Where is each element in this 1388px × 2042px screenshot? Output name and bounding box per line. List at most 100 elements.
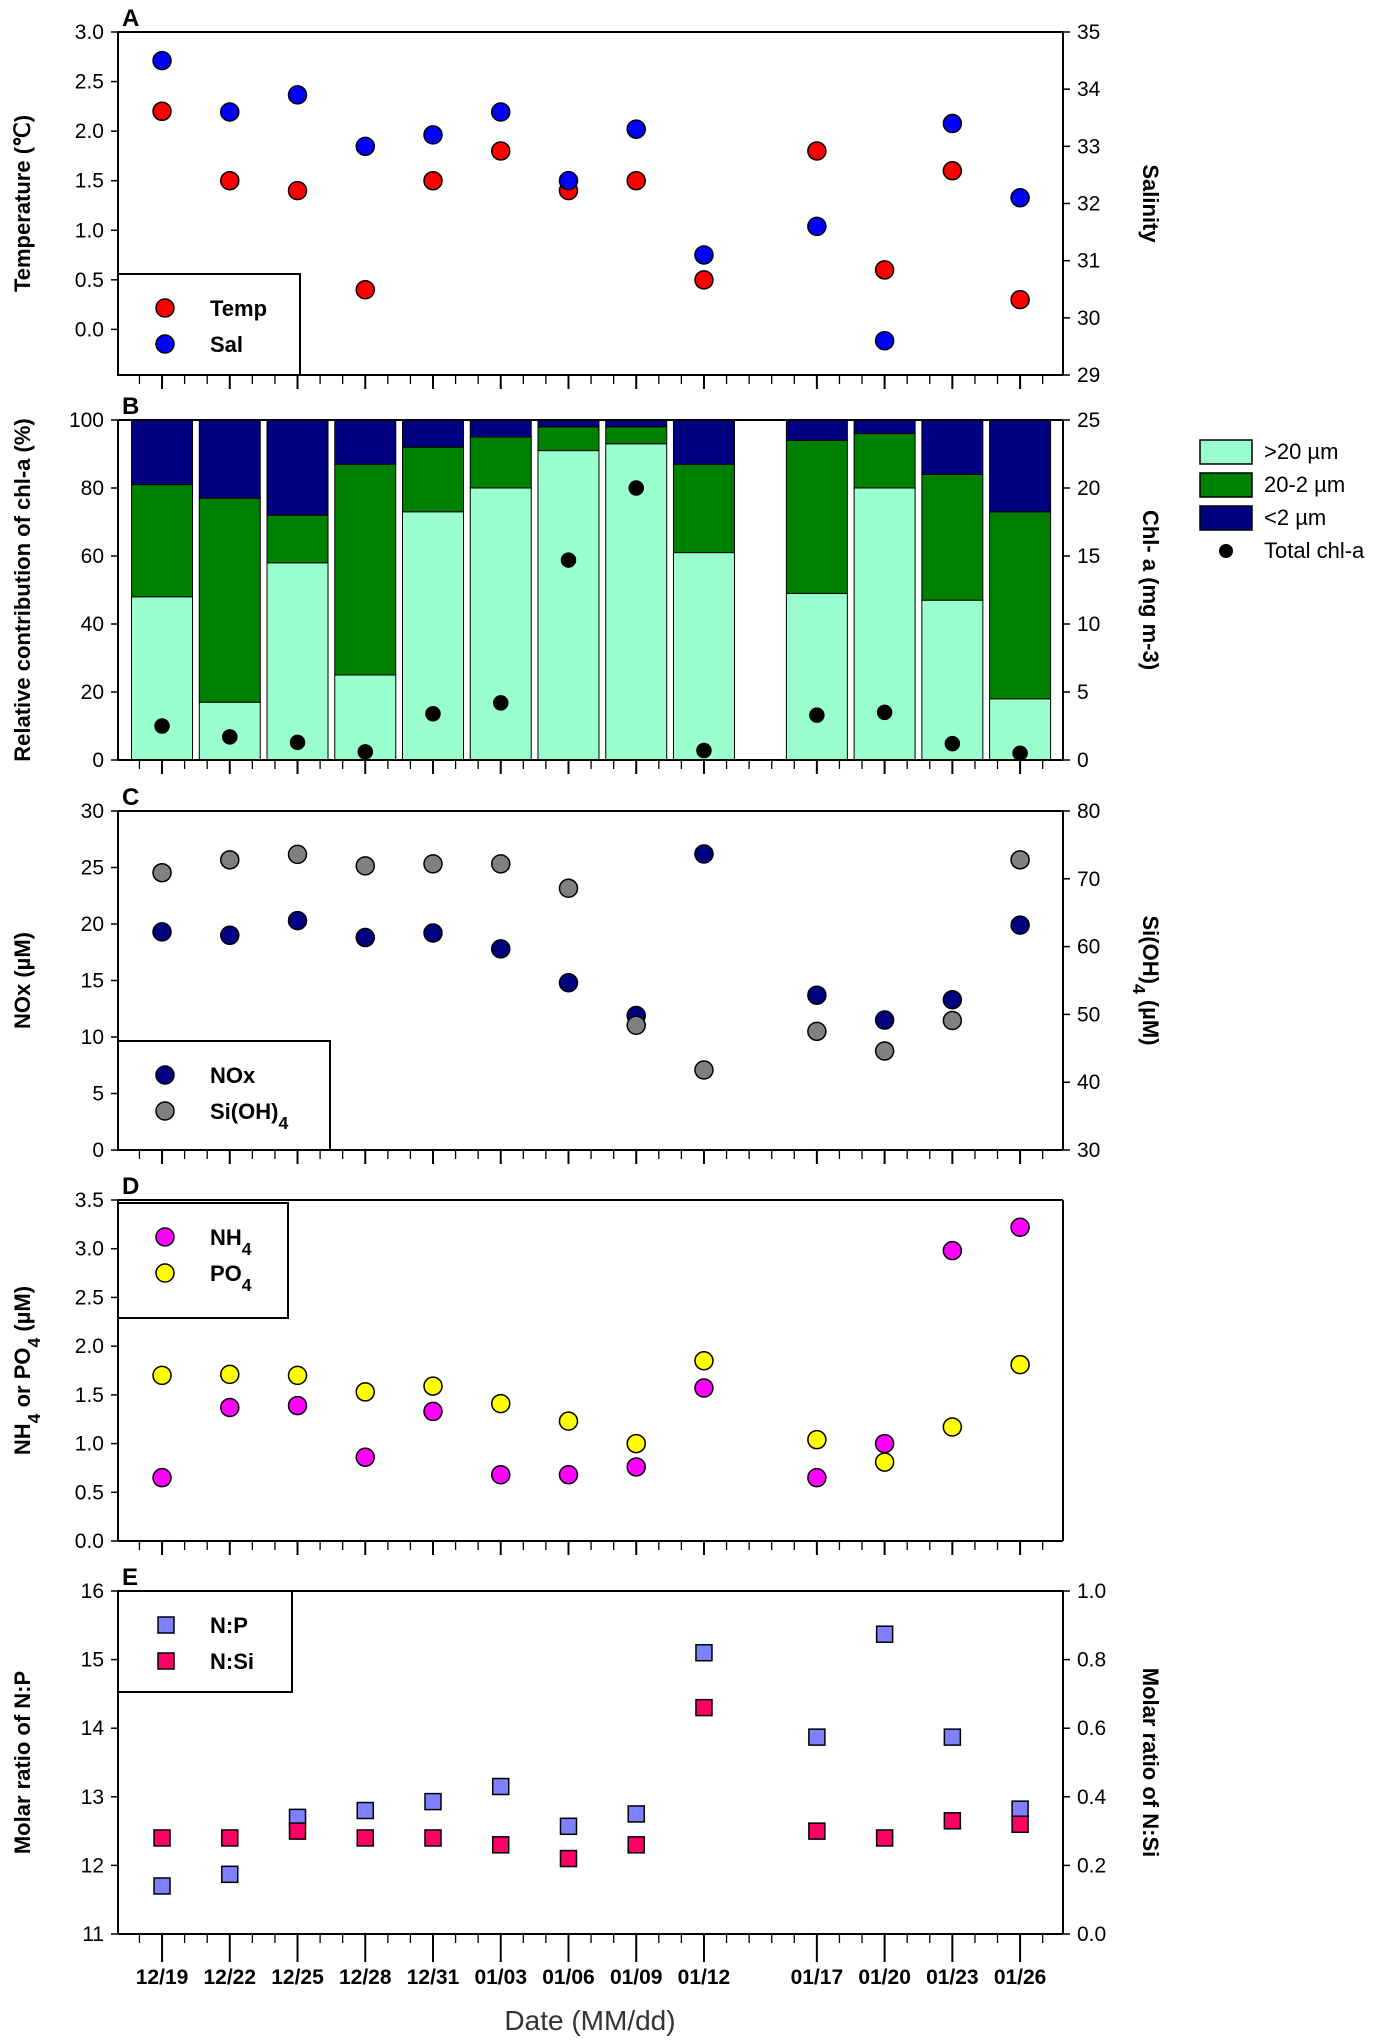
data-point-totalchla xyxy=(809,707,825,723)
y2-axis-title: Chl- a (mg m-3) xyxy=(1138,510,1163,670)
data-point-totalchla xyxy=(696,742,712,759)
bar-segment-20-2 xyxy=(334,463,397,676)
data-point-np xyxy=(875,1625,894,1643)
data-point-totalchla xyxy=(154,718,170,734)
data-point-nh4 xyxy=(152,1467,172,1488)
legend-label: Temp xyxy=(210,296,267,321)
panel-E: E 16 15 14 13 12 11 1.0 0.8 0.6 0.4 0.2 0.0 Molar rat… xyxy=(10,1564,1163,2036)
data-point-totalchla xyxy=(944,735,961,752)
data-point-temp xyxy=(874,260,895,280)
y2-tick-label: 0.6 xyxy=(1077,1717,1106,1740)
data-point-temp xyxy=(807,141,827,161)
y-tick-label: 3.0 xyxy=(75,1238,104,1261)
data-point-po4 xyxy=(694,1351,714,1371)
y-tick-label: 1.0 xyxy=(75,1433,104,1456)
y2-tick-label: 25 xyxy=(1077,409,1100,432)
data-point-temp xyxy=(626,170,646,191)
y-tick-label: 0.5 xyxy=(75,269,104,292)
data-point-nsi xyxy=(491,1836,510,1854)
y2-tick-label: 10 xyxy=(1077,613,1100,636)
data-point-po4 xyxy=(807,1429,827,1450)
y2-tick-label: 50 xyxy=(1077,1003,1100,1026)
legend: NOx Si(OH)4 xyxy=(117,1040,331,1151)
data-point-sal xyxy=(694,245,714,265)
y-tick-label: 100 xyxy=(69,409,104,432)
data-point-po4 xyxy=(1010,1354,1030,1375)
data-point-sioh4 xyxy=(694,1060,714,1080)
data-point-po4 xyxy=(490,1393,511,1414)
data-point-nh4 xyxy=(874,1433,895,1454)
x-tick-label: 12/19 xyxy=(136,1966,189,1989)
bar-segment-20-2 xyxy=(989,511,1052,700)
bar-segment-lt2 xyxy=(537,419,600,428)
y-tick-label: 20 xyxy=(81,913,104,936)
data-point-sal xyxy=(874,330,895,351)
data-point-po4 xyxy=(152,1365,172,1386)
bar-segment-20-2 xyxy=(921,473,984,601)
data-point-po4 xyxy=(626,1433,646,1454)
legend-box xyxy=(117,1590,293,1693)
y-tick-label: 12 xyxy=(81,1854,104,1877)
data-point-totalchla xyxy=(628,480,644,496)
y2-tick-label: 32 xyxy=(1077,193,1100,216)
y-tick-label: 1.5 xyxy=(75,1384,104,1407)
legend-label: PO4 xyxy=(210,1261,252,1295)
y2-tick-label: 0.0 xyxy=(1077,1923,1106,1946)
y2-tick-label: 60 xyxy=(1077,936,1100,959)
y2-tick-label: 0.2 xyxy=(1077,1854,1106,1877)
data-point-np xyxy=(559,1817,578,1836)
legend-marker xyxy=(155,1101,175,1121)
data-point-sioh4 xyxy=(942,1010,963,1031)
y-axis-title: NH4 or PO4 (µM) xyxy=(10,1286,44,1455)
data-point-sal xyxy=(942,113,963,134)
x-axis-title: Date (MM/dd) xyxy=(504,2005,675,2036)
y-tick-label: 80 xyxy=(81,477,104,500)
data-point-sioh4 xyxy=(626,1015,646,1035)
x-tick-label: 12/25 xyxy=(271,1966,324,1989)
y2-tick-label: 29 xyxy=(1077,364,1100,387)
legend-swatch xyxy=(1199,439,1253,465)
y-tick-label: 3.5 xyxy=(75,1189,104,1212)
bar-segment-gt20 xyxy=(402,511,464,761)
y2-tick-label: 30 xyxy=(1077,307,1100,330)
y-tick-label: 40 xyxy=(81,613,104,636)
bar-segment-gt20 xyxy=(672,552,735,761)
bar-segment-gt20 xyxy=(537,450,600,761)
y-tick-label: 1.5 xyxy=(75,170,104,193)
y2-tick-label: 33 xyxy=(1077,135,1100,158)
y-tick-label: 14 xyxy=(81,1717,105,1740)
legend-label: N:Si xyxy=(210,1649,254,1674)
y-tick-label: 2.5 xyxy=(75,1286,104,1309)
data-point-totalchla xyxy=(1012,745,1028,761)
legend-label: Si(OH)4 xyxy=(210,1099,288,1133)
data-point-po4 xyxy=(874,1452,895,1472)
bar-segment-lt2 xyxy=(266,419,329,516)
bar-segment-20-2 xyxy=(402,446,464,513)
data-point-temp xyxy=(423,170,443,191)
data-point-sal xyxy=(626,119,646,139)
data-point-nh4 xyxy=(694,1378,714,1398)
y2-axis-title: Si(OH)4 (µM) xyxy=(1129,915,1163,1045)
bar-segment-lt2 xyxy=(605,419,668,428)
legend-label: NH4 xyxy=(210,1225,252,1259)
data-point-nox xyxy=(490,939,511,959)
data-point-po4 xyxy=(220,1364,240,1385)
y2-tick-label: 15 xyxy=(1077,545,1100,568)
y2-tick-label: 80 xyxy=(1077,800,1100,823)
data-point-po4 xyxy=(558,1411,579,1431)
data-point-np xyxy=(943,1728,962,1746)
legend-marker xyxy=(1219,544,1233,558)
bar-segment-20-2 xyxy=(605,426,668,445)
bar-segment-20-2 xyxy=(469,436,532,489)
y-tick-label: 2.0 xyxy=(75,1335,104,1358)
data-point-nox xyxy=(558,973,579,993)
y-tick-label: 2.0 xyxy=(75,120,104,143)
y-tick-label: 11 xyxy=(82,1923,104,1946)
y2-tick-label: 70 xyxy=(1077,868,1100,891)
data-point-sal xyxy=(423,125,443,145)
data-point-totalchla xyxy=(289,734,306,751)
data-point-temp xyxy=(1010,289,1030,310)
y2-tick-label: 30 xyxy=(1077,1139,1100,1162)
data-point-sal xyxy=(807,216,827,237)
